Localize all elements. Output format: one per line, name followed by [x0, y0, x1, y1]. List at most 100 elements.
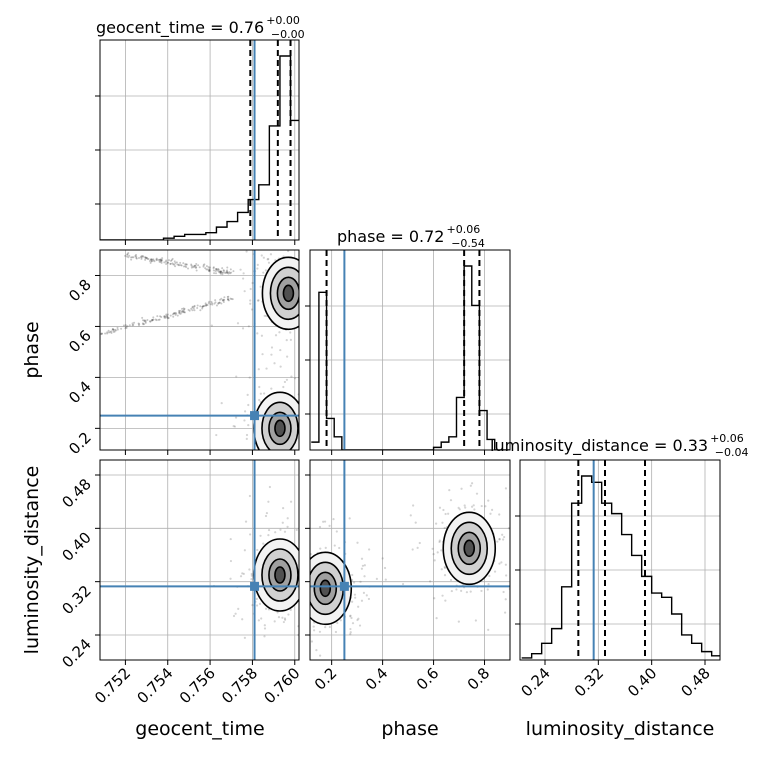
scatter-point [159, 258, 162, 261]
density-contour [463, 539, 476, 558]
scatter-point [267, 528, 271, 532]
scatter-point [356, 618, 359, 622]
scatter-point [131, 256, 134, 259]
scatter-point [255, 604, 259, 607]
scatter-point [375, 577, 378, 580]
scatter-point [457, 506, 460, 509]
y-tick-label: 0.4 [65, 377, 95, 407]
scatter-point [158, 258, 161, 261]
scatter-point [282, 620, 285, 624]
scatter-point [504, 487, 508, 490]
scatter-point [279, 365, 282, 368]
scatter-point [140, 255, 143, 258]
scatter-point [144, 258, 147, 261]
scatter-point [150, 260, 153, 263]
scatter-point [201, 305, 204, 308]
scatter-point [227, 295, 230, 298]
scatter-point [284, 618, 287, 621]
scatter-point [216, 269, 219, 272]
scatter-point [196, 306, 199, 309]
scatter-point [354, 596, 357, 599]
scatter-point [250, 578, 253, 581]
scatter-point [190, 266, 193, 269]
scatter-point [311, 314, 313, 316]
scatter-point [315, 663, 317, 665]
scatter-point [301, 596, 303, 598]
scatter-point [306, 571, 308, 573]
scatter-point [435, 617, 438, 620]
scatter-point [315, 382, 317, 384]
scatter-point [301, 422, 303, 424]
scatter-point [226, 266, 229, 269]
scatter-point [232, 614, 236, 618]
scatter-point [486, 588, 489, 591]
scatter-point [188, 309, 191, 312]
x-tick-label: 0.760 [260, 664, 303, 707]
scatter-point [100, 332, 103, 335]
scatter-point [164, 315, 167, 318]
scatter-point [301, 598, 303, 600]
scatter-point [323, 332, 325, 334]
scatter-point [332, 518, 335, 521]
scatter-point [137, 324, 140, 327]
scatter-point [303, 236, 305, 238]
scatter-point [250, 308, 254, 311]
scatter-point [384, 578, 387, 581]
scatter-point [145, 256, 148, 259]
scatter-point [144, 257, 147, 260]
scatter-point [150, 258, 153, 261]
scatter-point [194, 264, 197, 267]
scatter-point [140, 257, 143, 260]
scatter-point [263, 627, 267, 630]
scatter-point [202, 265, 205, 268]
scatter-point [470, 505, 474, 508]
scatter-point [263, 392, 266, 395]
scatter-point [193, 305, 196, 308]
scatter-point [178, 311, 181, 314]
scatter-point [150, 319, 153, 322]
scatter-point [429, 580, 432, 583]
scatter-point [304, 583, 306, 585]
scatter-point [156, 315, 159, 318]
scatter-point [165, 263, 168, 266]
scatter-point [286, 517, 289, 520]
scatter-point [473, 508, 476, 511]
panel-frame [99, 249, 300, 451]
scatter-point [351, 622, 355, 625]
scatter-point [498, 537, 501, 541]
scatter-point [304, 403, 306, 405]
y-axis-label-phase: phase [21, 321, 43, 378]
scatter-point [221, 299, 224, 302]
scatter-point [164, 316, 167, 319]
scatter-point [147, 258, 150, 261]
scatter-point [306, 584, 308, 586]
scatter-point [144, 320, 147, 323]
scatter-point [305, 463, 307, 465]
scatter-point [219, 298, 222, 301]
scatter-point [113, 330, 116, 333]
scatter-point [131, 324, 134, 327]
scatter-point [302, 602, 304, 604]
scatter-point [289, 500, 293, 503]
scatter-point [256, 299, 260, 302]
scatter-point [248, 494, 251, 498]
density-contour [274, 566, 286, 584]
scatter-point [303, 301, 305, 303]
scatter-point [257, 368, 260, 371]
scatter-point [133, 321, 136, 324]
scatter-point [175, 261, 178, 264]
scatter-point [171, 313, 174, 316]
scatter-point [219, 270, 222, 273]
scatter-point [111, 328, 114, 331]
scatter-point [174, 265, 177, 268]
scatter-point [205, 268, 208, 271]
scatter-point [302, 584, 304, 586]
scatter-point [239, 268, 242, 271]
scatter-point [360, 557, 364, 560]
scatter-point [223, 296, 226, 299]
scatter-point [217, 268, 220, 271]
scatter-point [130, 256, 133, 259]
scatter-point [302, 335, 304, 337]
scatter-point [202, 305, 205, 308]
scatter-point [166, 261, 169, 264]
